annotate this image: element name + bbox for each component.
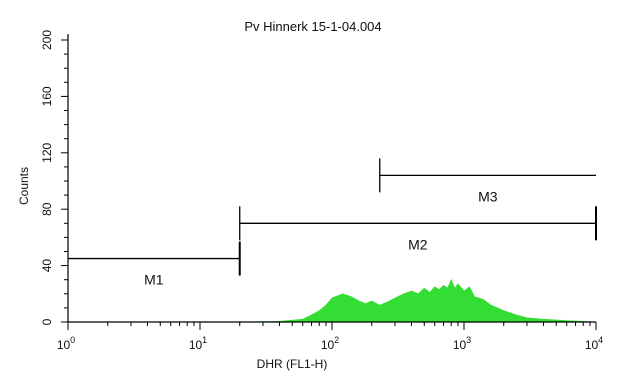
histogram-area-0 [68,278,597,323]
y-tick-label: 0 [40,318,54,325]
x-tick-label: 101 [189,335,207,352]
y-tick-label: 160 [40,86,54,106]
chart-title: Pv Hinnerk 15-1-04.004 [244,19,381,34]
y-tick-label: 80 [40,202,54,216]
y-axis-label: Counts [17,167,31,205]
y-tick-label: 40 [40,259,54,273]
gate-markers: M1 M2 M3 [68,158,597,288]
x-tick-label: 103 [453,335,471,352]
marker-m1-label: M1 [144,272,164,288]
x-axis-label: DHR (FL1-H) [257,357,328,371]
x-tick-label: 102 [321,335,339,352]
y-tick-label: 200 [40,30,54,50]
marker-m2-label: M2 [408,236,428,252]
x-tick-label: 100 [57,335,75,352]
tick-layer: 0 40 80 120 160 200 100 101 102 103 104 [40,30,603,352]
marker-m3-label: M3 [478,188,498,204]
x-tick-label: 104 [585,335,603,352]
y-tick-label: 120 [40,142,54,162]
histogram-layer [68,278,597,323]
